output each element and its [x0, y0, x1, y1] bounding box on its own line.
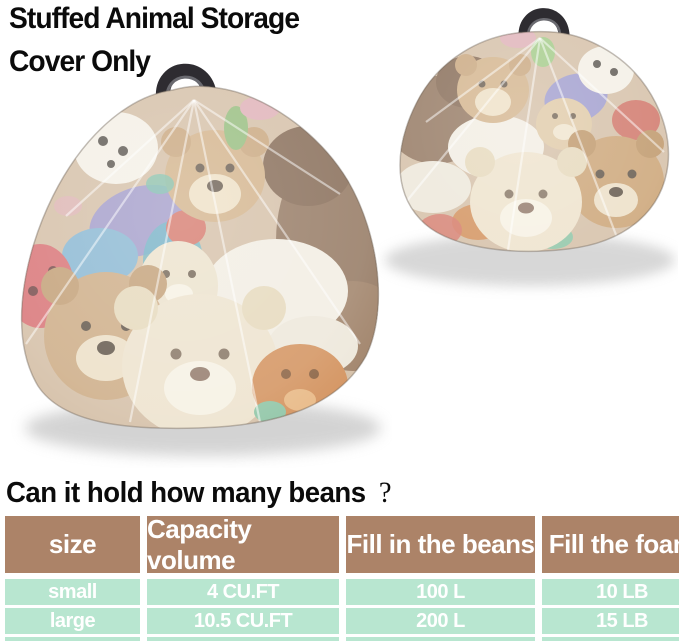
table-header-row: size Capacity volume Fill in the beans F… [5, 514, 679, 575]
beanbag-small-illustration [385, 8, 675, 286]
beanbag-large-handle [155, 63, 217, 105]
beanbag-small-image [378, 2, 678, 304]
table-row-large: large 10.5 CU.FT 200 L 15 LB [5, 608, 679, 634]
title-line-2: Cover Only [9, 45, 151, 78]
cell-beans: 100 L [346, 579, 535, 605]
beanbag-small-handle [518, 8, 570, 42]
cell-size: small [5, 579, 140, 605]
header-capacity: Capacity volume [147, 514, 339, 575]
header-foam: Fill the foam [542, 516, 679, 573]
beanbag-large-image [8, 56, 392, 468]
beanbag-small-print [400, 31, 669, 252]
spec-table: size Capacity volume Fill in the beans F… [5, 514, 679, 641]
header-size: size [5, 516, 140, 573]
header-beans: Fill in the beans [346, 516, 535, 573]
cell-capacity: 10.5 CU.FT [147, 608, 339, 634]
cell-size: large [5, 608, 140, 634]
cell-foam: 10 LB [542, 579, 679, 605]
beanbag-small-shadow [385, 234, 675, 286]
question-heading: Can it hold how many beans? [6, 476, 392, 510]
cell-beans: 200 L [346, 608, 535, 634]
question-mark: ? [378, 476, 392, 509]
cell-capacity: 4 CU.FT [147, 579, 339, 605]
question-text: Can it hold how many beans [6, 477, 366, 509]
table-row-clipped [5, 637, 679, 641]
beanbag-large-print [21, 86, 379, 429]
page-title: Stuffed Animal Storage Cover Only [9, 0, 300, 83]
title-line-1: Stuffed Animal Storage [9, 2, 300, 35]
table-row-small: small 4 CU.FT 100 L 10 LB [5, 579, 679, 605]
cell-foam: 15 LB [542, 608, 679, 634]
beanbag-large-illustration [20, 63, 381, 456]
